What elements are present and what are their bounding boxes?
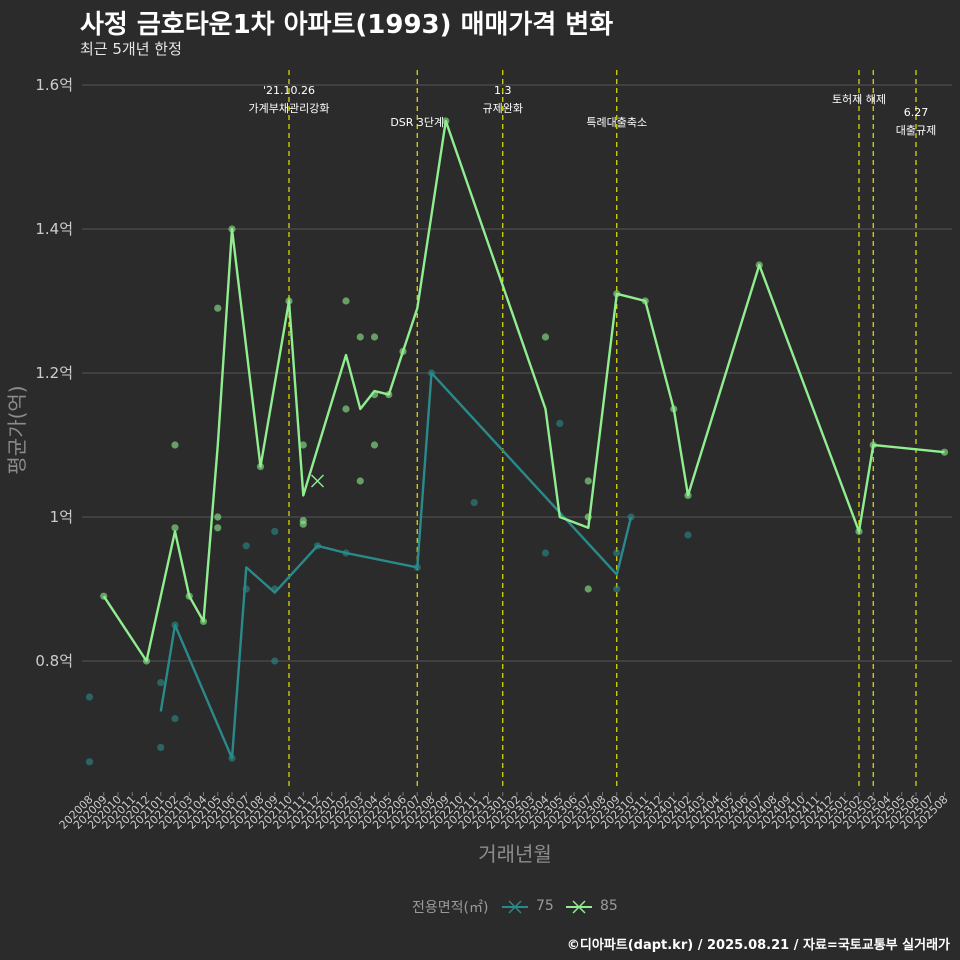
- series-75-point: [271, 657, 279, 665]
- chart-subtitle: 최근 5개년 한정: [80, 40, 182, 58]
- series-85-point: [356, 333, 364, 341]
- series-85-point: [214, 513, 222, 521]
- series-85-point: [342, 405, 350, 413]
- series-75-point: [85, 758, 94, 766]
- series-75-line: [159, 371, 633, 760]
- series-75-point: [242, 542, 250, 550]
- series-75-point: [157, 679, 165, 687]
- series-85-point: [613, 290, 621, 298]
- source-credit: ©디아파트(dapt.kr) / 2025.08.21 / 자료=국토교통부 실…: [566, 938, 950, 953]
- series-85-point: [541, 333, 550, 341]
- series-85-point: [442, 117, 450, 125]
- event-label: 1.3: [494, 84, 512, 97]
- event-label: '21.10.26: [263, 84, 315, 97]
- series-85-point: [641, 297, 649, 305]
- series-85-point: [171, 524, 179, 532]
- series-85-point: [370, 333, 379, 341]
- series-85-point: [670, 405, 678, 413]
- series-85-point: [356, 477, 364, 485]
- series-85-point: [185, 592, 193, 600]
- series-85-point: [370, 391, 379, 399]
- series-85-point: [285, 297, 293, 305]
- x-axis-title: 거래년월: [478, 842, 552, 866]
- event-label: 토허제 해제: [832, 92, 886, 106]
- series-85-point: [171, 441, 179, 449]
- event-label: 규제완화: [483, 102, 523, 115]
- series-85-point: [342, 297, 350, 305]
- series-75-point: [157, 743, 165, 752]
- y-tick-label: 1.4억: [35, 220, 73, 238]
- series-85-point: [100, 592, 108, 600]
- legend-label-85: 85: [600, 898, 618, 914]
- series-75-point: [541, 549, 550, 557]
- series-75-point: [613, 585, 621, 593]
- series-75-point: [228, 754, 236, 762]
- series-85-point: [855, 527, 863, 536]
- event-label: 대출규제: [896, 124, 936, 137]
- y-tick-label: 1억: [50, 508, 73, 526]
- series-75-point: [342, 549, 350, 557]
- series-85-point: [370, 441, 379, 449]
- chart-title: 사정 금호타운1차 아파트(1993) 매매가격 변화: [80, 10, 614, 40]
- series-75-point: [242, 585, 250, 593]
- series-85-point: [256, 463, 265, 471]
- series-85-line: [102, 119, 945, 663]
- series-85-point: [299, 441, 307, 449]
- series-75-point: [271, 585, 279, 593]
- series-75-point: [313, 542, 322, 550]
- legend-label-75: 75: [536, 898, 554, 914]
- series-85-point: [385, 391, 393, 399]
- series-85-point: [214, 524, 222, 532]
- series-85-point: [142, 657, 151, 665]
- series-75-point: [171, 715, 179, 723]
- event-label: 특례대출축소: [586, 116, 647, 129]
- series-75-point: [684, 531, 692, 539]
- series-85-point: [199, 617, 208, 626]
- y-tick-label: 0.8억: [35, 652, 73, 670]
- series-75-point: [85, 693, 94, 701]
- event-label: 6.27: [904, 106, 929, 119]
- series-85-point: [755, 261, 763, 269]
- series-85-point: [869, 441, 877, 449]
- event-label: 가계부채관리강화: [249, 102, 330, 115]
- series-85-point: [228, 225, 236, 233]
- series-75-point: [271, 527, 279, 536]
- series-85-point: [940, 448, 949, 456]
- legend-title: 전용면적(㎡): [412, 900, 489, 916]
- legend-key-75-icon: [502, 900, 528, 914]
- event-label: DSR 3단계: [390, 116, 444, 129]
- series-75-point: [556, 419, 564, 427]
- series-75-point: [427, 369, 436, 377]
- series-85-cross-point: [311, 474, 324, 488]
- y-axis-title: 평균가(억): [5, 385, 29, 474]
- series-85-point: [684, 491, 692, 499]
- series-85-point: [584, 585, 592, 593]
- series-75-point: [613, 549, 621, 557]
- y-tick-label: 1.2억: [35, 364, 73, 382]
- series-85-point: [399, 347, 407, 355]
- legend: 전용면적(㎡) 75 85: [0, 896, 960, 918]
- series-75-point: [413, 563, 421, 572]
- legend-key-85-icon: [566, 900, 592, 914]
- series-85-point: [299, 520, 307, 528]
- series-75-point: [171, 621, 179, 629]
- series-75-point: [627, 513, 635, 521]
- series-75-point: [470, 499, 478, 507]
- series-85-point: [584, 477, 592, 485]
- y-tick-label: 1.6억: [35, 76, 73, 94]
- series-85-point: [584, 513, 592, 521]
- series-85-point: [214, 304, 222, 312]
